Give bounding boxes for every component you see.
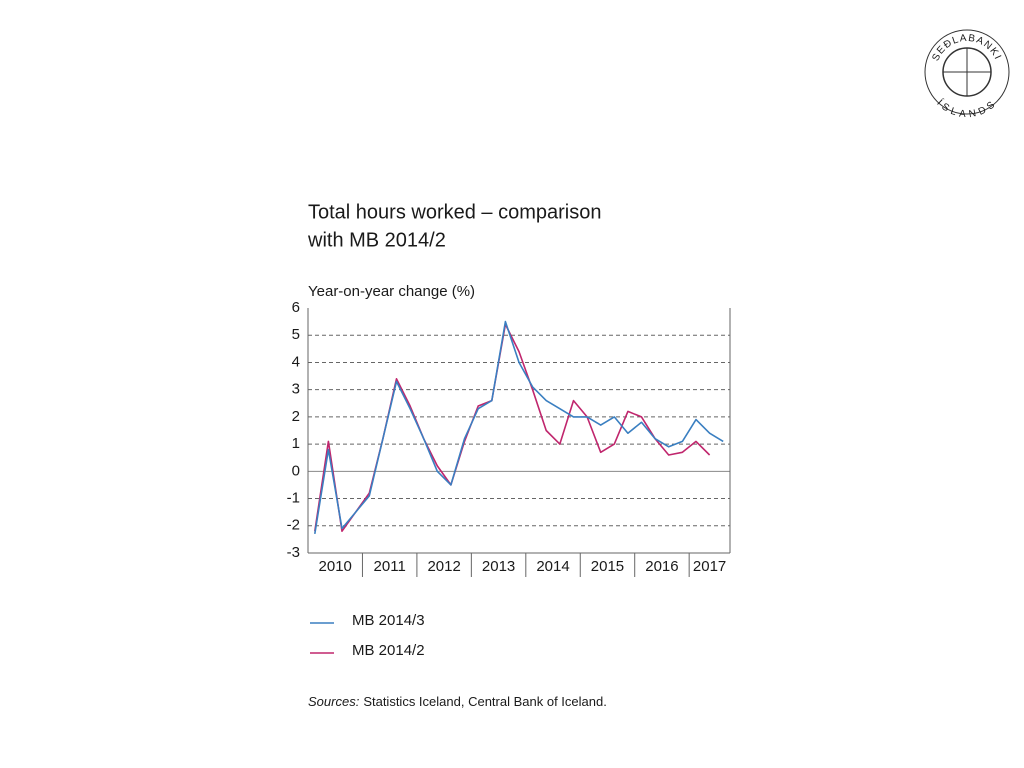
logo-text: ÍSLANDS xyxy=(935,96,1000,120)
source-label: Sources: xyxy=(308,694,360,709)
y-tick-label: -3 xyxy=(287,544,300,561)
legend-label: MB 2014/2 xyxy=(352,642,425,659)
y-tick-label: 5 xyxy=(292,326,300,343)
y-tick-label: 3 xyxy=(292,381,300,398)
y-tick-label: -1 xyxy=(287,490,300,507)
logo-text: ÍSLANDS xyxy=(935,96,997,120)
series-line xyxy=(314,323,711,532)
logo-ring xyxy=(924,29,1010,115)
x-tick-label: 2015 xyxy=(591,558,624,575)
source: Sources: Statistics Iceland, Central Bank… xyxy=(308,694,607,709)
chart-title: with MB 2014/2 xyxy=(307,229,446,251)
y-tick-label: 2 xyxy=(292,408,300,425)
y-axis-label: Year-on-year change (%) xyxy=(308,283,475,300)
chart-title: Total hours worked – comparison xyxy=(308,201,601,223)
series-line xyxy=(314,320,724,535)
y-tick-label: 6 xyxy=(292,299,300,316)
source-text: Statistics Iceland, Central Bank of Icel… xyxy=(363,694,607,709)
x-tick-label: 2011 xyxy=(374,558,406,575)
y-tick-label: 4 xyxy=(292,353,300,370)
x-tick-label: 2010 xyxy=(319,558,352,575)
legend-label: MB 2014/3 xyxy=(352,612,425,629)
y-tick-label: 1 xyxy=(292,435,300,452)
x-tick-label: 2013 xyxy=(482,558,515,575)
y-tick-label: -2 xyxy=(287,517,300,534)
x-tick-label: 2014 xyxy=(536,558,569,575)
x-tick-label: 2016 xyxy=(645,558,678,575)
y-tick-label: 0 xyxy=(292,462,300,479)
logo: SEÐLABANKI ÍSLANDS xyxy=(924,29,1010,120)
x-tick-label: 2017 xyxy=(693,558,726,575)
x-tick-label: 2012 xyxy=(427,558,460,575)
